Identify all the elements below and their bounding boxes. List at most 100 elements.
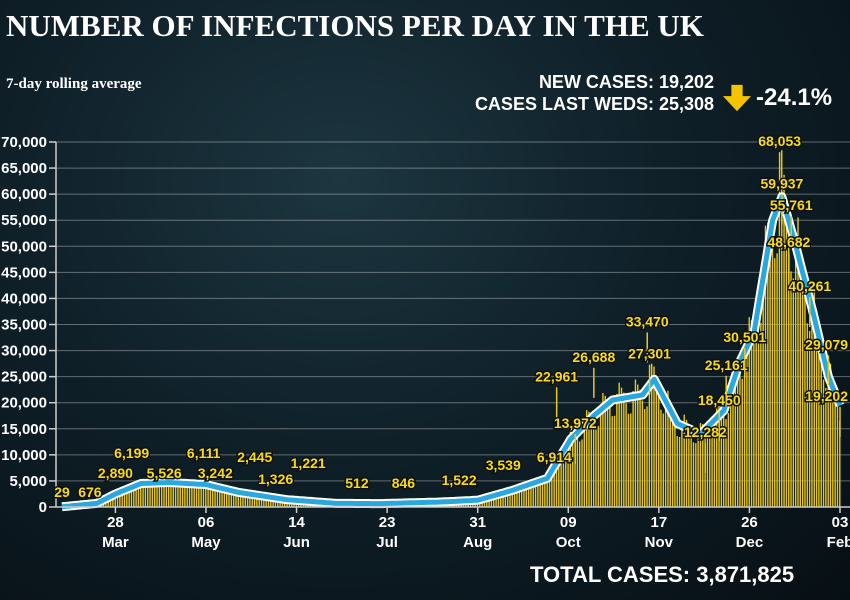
daily-bar bbox=[811, 298, 813, 507]
daily-bar bbox=[221, 491, 223, 507]
daily-bar bbox=[827, 370, 829, 507]
y-tick-label: 30,000 bbox=[1, 343, 47, 360]
daily-bar bbox=[706, 430, 709, 507]
daily-bar bbox=[781, 150, 783, 507]
y-tick-label: 60,000 bbox=[1, 186, 47, 203]
daily-bar bbox=[808, 330, 811, 507]
daily-bar bbox=[592, 420, 595, 507]
daily-bar bbox=[695, 443, 697, 507]
daily-bar bbox=[662, 413, 664, 507]
annotation-label: 48,682 bbox=[767, 234, 810, 250]
annotation-label: 25,161 bbox=[705, 357, 748, 373]
daily-bar bbox=[251, 495, 253, 507]
daily-bar bbox=[590, 413, 593, 507]
daily-bar bbox=[769, 220, 771, 508]
daily-bar bbox=[646, 406, 648, 507]
daily-bar bbox=[581, 439, 583, 507]
daily-bar bbox=[783, 174, 785, 507]
daily-bar bbox=[130, 484, 133, 507]
annotation-label: 6,199 bbox=[114, 445, 149, 461]
daily-bar bbox=[181, 480, 184, 507]
daily-bar bbox=[565, 456, 567, 507]
daily-bar bbox=[172, 486, 174, 507]
daily-bar bbox=[829, 363, 832, 507]
daily-bar bbox=[825, 387, 827, 507]
daily-bar bbox=[548, 479, 551, 507]
daily-bar bbox=[553, 460, 555, 507]
daily-bar bbox=[637, 384, 639, 507]
daily-bar bbox=[523, 484, 525, 507]
daily-bar bbox=[806, 323, 808, 507]
daily-bar bbox=[778, 187, 781, 507]
x-tick-day: 14 bbox=[288, 514, 305, 531]
daily-bar bbox=[551, 468, 553, 507]
daily-bar bbox=[504, 490, 507, 507]
daily-bar bbox=[149, 480, 151, 507]
daily-bar bbox=[653, 366, 655, 507]
daily-bar bbox=[209, 484, 212, 507]
daily-bar bbox=[794, 233, 797, 507]
daily-bar bbox=[641, 400, 644, 507]
annotation-label: 6,111 bbox=[187, 445, 221, 461]
daily-bar bbox=[630, 413, 632, 507]
annotation-label: 68,053 bbox=[758, 133, 801, 149]
daily-bar bbox=[160, 481, 163, 507]
daily-bar bbox=[520, 484, 523, 507]
daily-bar bbox=[611, 416, 613, 507]
daily-bar bbox=[767, 222, 769, 507]
daily-bar bbox=[690, 433, 692, 507]
daily-bar bbox=[699, 423, 702, 507]
daily-bar bbox=[644, 409, 646, 507]
daily-bar bbox=[722, 415, 725, 507]
annotation-label: 846 bbox=[392, 475, 416, 491]
annotation-label: 3,242 bbox=[198, 465, 233, 481]
daily-bar bbox=[572, 429, 574, 507]
daily-bar bbox=[588, 411, 590, 507]
daily-bar bbox=[560, 457, 562, 507]
daily-bar bbox=[107, 498, 109, 507]
daily-bar bbox=[263, 495, 265, 507]
new-cases: NEW CASES: 19,202 bbox=[538, 72, 714, 92]
daily-bar bbox=[214, 484, 216, 507]
x-tick-day: 17 bbox=[651, 514, 668, 531]
y-tick-label: 25,000 bbox=[1, 369, 47, 386]
daily-bar bbox=[632, 390, 634, 507]
daily-bar bbox=[506, 490, 509, 507]
daily-bar bbox=[774, 258, 776, 507]
daily-bar bbox=[634, 379, 637, 507]
daily-bar bbox=[664, 396, 667, 507]
daily-bar bbox=[785, 198, 788, 507]
daily-bar bbox=[133, 484, 135, 507]
daily-bar bbox=[815, 310, 818, 507]
daily-bar bbox=[267, 497, 270, 507]
daily-bar bbox=[153, 484, 156, 507]
daily-bar bbox=[818, 329, 820, 507]
daily-bar bbox=[163, 479, 165, 507]
daily-bar bbox=[676, 436, 678, 507]
daily-bar bbox=[576, 435, 579, 507]
daily-bar bbox=[692, 442, 695, 507]
daily-bar bbox=[223, 491, 226, 507]
daily-bar bbox=[604, 395, 606, 507]
daily-bar bbox=[627, 413, 630, 507]
x-tick-day: 06 bbox=[198, 514, 215, 531]
daily-bar bbox=[685, 419, 688, 507]
daily-bar bbox=[720, 408, 723, 507]
daily-bar bbox=[834, 388, 836, 507]
daily-bar bbox=[606, 398, 609, 507]
daily-bar bbox=[513, 492, 516, 507]
daily-bar bbox=[753, 323, 755, 507]
daily-bar bbox=[170, 483, 172, 507]
x-tick-day: 31 bbox=[469, 514, 486, 531]
daily-bar bbox=[497, 496, 500, 507]
daily-bar bbox=[532, 486, 534, 507]
daily-bar bbox=[832, 376, 834, 507]
daily-bar bbox=[483, 499, 486, 507]
daily-bar bbox=[799, 239, 802, 508]
annotation-label: 27,301 bbox=[628, 346, 671, 362]
daily-bar bbox=[620, 387, 623, 507]
chart-title: NUMBER OF INFECTIONS PER DAY IN THE UK bbox=[6, 8, 704, 43]
x-tick-day: 28 bbox=[107, 514, 124, 531]
annotation-label: 12,282 bbox=[684, 424, 727, 440]
daily-bar bbox=[574, 430, 576, 507]
